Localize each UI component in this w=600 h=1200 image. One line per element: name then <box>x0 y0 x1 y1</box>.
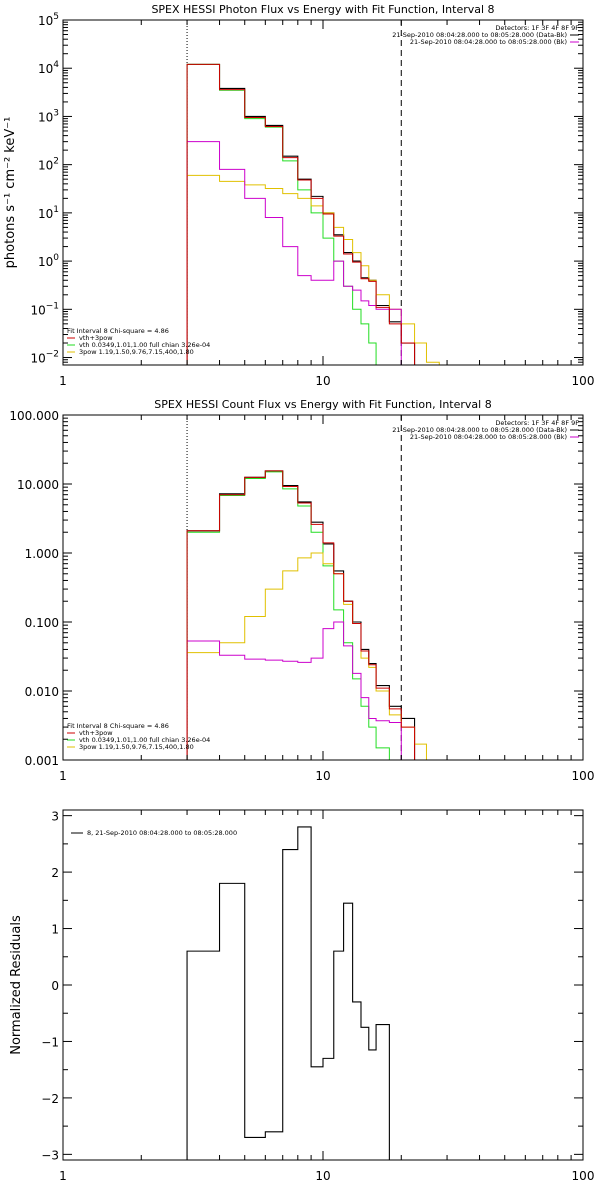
series-bk-line <box>186 621 402 760</box>
y-tick-label: 105 <box>38 12 59 28</box>
x-axis: 1 10 100 <box>59 415 594 783</box>
y-tick-label: 0.001 <box>25 754 59 768</box>
x-tick-label: 1 <box>59 374 67 388</box>
series-vth-line <box>186 63 377 365</box>
y-tick-exponent: −2 <box>46 350 59 360</box>
y-axis-label: Normalized Residuals <box>9 915 24 1055</box>
y-tick-base: 10 <box>38 110 53 124</box>
x-tick-label: 100 <box>572 769 595 783</box>
series-data-line <box>186 63 416 365</box>
x-tick-label: 100 <box>572 374 595 388</box>
chart-1: SPEX HESSI Photon Flux vs Energy with Fi… <box>3 3 594 388</box>
y-tick-base: 10 <box>38 207 53 221</box>
x-tick-label: 10 <box>315 374 330 388</box>
y-tick-exponent: −1 <box>46 301 59 311</box>
x-tick-label: 10 <box>315 1169 330 1183</box>
legend-header: Fit Interval 8 Chi-square = 4.86 <box>67 327 169 335</box>
y-tick-label: 102 <box>38 157 59 173</box>
y-tick-label: 0 <box>51 979 59 993</box>
plot-area <box>186 826 390 1160</box>
legend-entry: 3pow 1.19,1.50,9.76,7.15,400,1.80 <box>79 348 194 356</box>
y-tick-label: 10.000 <box>17 478 59 492</box>
legend-entry: 3pow 1.19,1.50,9.76,7.15,400,1.80 <box>79 743 194 751</box>
y-tick-label: 3 <box>51 810 59 824</box>
info-line: 21-Sep-2010 08:04:28.000 to 08:05:28.000… <box>392 31 567 39</box>
y-tick-label: 104 <box>38 60 59 76</box>
series-total-line <box>186 63 416 365</box>
legend-entry: vth 0.0349,1.01,1.00 full chian 3.26e-04 <box>79 736 210 744</box>
y-tick-base: 10 <box>30 352 45 366</box>
chart-title: SPEX HESSI Count Flux vs Energy with Fit… <box>154 398 491 411</box>
y-tick-label: 1.000 <box>25 547 59 561</box>
info-line: 21-Sep-2010 08:04:28.000 to 08:05:28.000… <box>410 433 567 441</box>
y-tick-label: −2 <box>41 1092 59 1106</box>
legend-entry: 8, 21-Sep-2010 08:04:28.000 to 08:05:28.… <box>87 829 237 837</box>
y-tick-exponent: 2 <box>53 157 59 167</box>
legend-entry: vth+3pow <box>79 334 113 342</box>
y-tick-exponent: 4 <box>53 60 59 70</box>
legend-entry: vth 0.0349,1.01,1.00 full chian 3.26e-04 <box>79 341 210 349</box>
plot-frame <box>62 809 584 1161</box>
plot-area <box>186 470 427 760</box>
x-axis: 1 10 100 <box>59 20 594 388</box>
y-tick-label: 10−1 <box>30 301 59 317</box>
x-tick-label: 1 <box>59 769 67 783</box>
y-tick-label: 10−2 <box>30 350 59 366</box>
y-tick-base: 10 <box>30 303 45 317</box>
legend: Fit Interval 8 Chi-square = 4.86vth+3pow… <box>67 327 210 356</box>
legend-header: Fit Interval 8 Chi-square = 4.86 <box>67 722 169 730</box>
info-line: 21-Sep-2010 08:04:28.000 to 08:05:28.000… <box>392 426 567 434</box>
y-tick-label: 100.000 <box>9 409 59 423</box>
x-tick-label: 100 <box>572 1169 595 1183</box>
y-tick-base: 10 <box>38 14 53 28</box>
y-tick-base: 10 <box>38 159 53 173</box>
series-data-line <box>186 826 390 1160</box>
y-tick-label: 100 <box>38 253 59 269</box>
series-total-line <box>186 470 416 760</box>
x-axis: 1 10 100 <box>59 810 594 1183</box>
chart-2: SPEX HESSI Count Flux vs Energy with Fit… <box>9 398 594 783</box>
info-line: Detectors: 1F 3F 4F 8F 9F <box>495 419 579 427</box>
info-line: Detectors: 1F 3F 4F 8F 9F <box>495 24 579 32</box>
y-tick-label: 1 <box>51 923 59 937</box>
x-tick-label: 10 <box>315 769 330 783</box>
legend-entry: vth+3pow <box>79 729 113 737</box>
legend: 8, 21-Sep-2010 08:04:28.000 to 08:05:28.… <box>71 829 237 837</box>
y-tick-exponent: 3 <box>53 108 59 118</box>
legend: Fit Interval 8 Chi-square = 4.86vth+3pow… <box>67 722 210 751</box>
y-tick-label: 101 <box>38 205 59 221</box>
x-tick-label: 1 <box>59 1169 67 1183</box>
plot-area <box>186 63 440 365</box>
y-tick-exponent: 1 <box>53 205 59 215</box>
info-line: 21-Sep-2010 08:04:28.000 to 08:05:28.000… <box>410 38 567 46</box>
y-axis: 100.000 10.000 1.000 0.100 0.010 0.001 <box>9 409 583 768</box>
plot-frame <box>62 19 584 366</box>
y-tick-label: 0.010 <box>25 685 59 699</box>
y-tick-label: −3 <box>41 1148 59 1162</box>
y-tick-base: 10 <box>38 255 53 269</box>
y-tick-label: 2 <box>51 866 59 880</box>
y-tick-exponent: 5 <box>53 12 59 22</box>
y-tick-label: 103 <box>38 108 59 124</box>
y-tick-label: −1 <box>41 1035 59 1049</box>
y-tick-exponent: 0 <box>53 253 59 263</box>
series-bk-line <box>186 141 402 365</box>
chart-title: SPEX HESSI Photon Flux vs Energy with Fi… <box>151 3 494 16</box>
y-tick-label: 0.100 <box>25 616 59 630</box>
plot-frame <box>62 414 584 761</box>
y-tick-base: 10 <box>38 62 53 76</box>
y-axis-label: photons s⁻¹ cm⁻² keV⁻¹ <box>3 117 18 269</box>
y-axis: 3 2 1 0 −1 −2 −3 <box>41 810 583 1162</box>
